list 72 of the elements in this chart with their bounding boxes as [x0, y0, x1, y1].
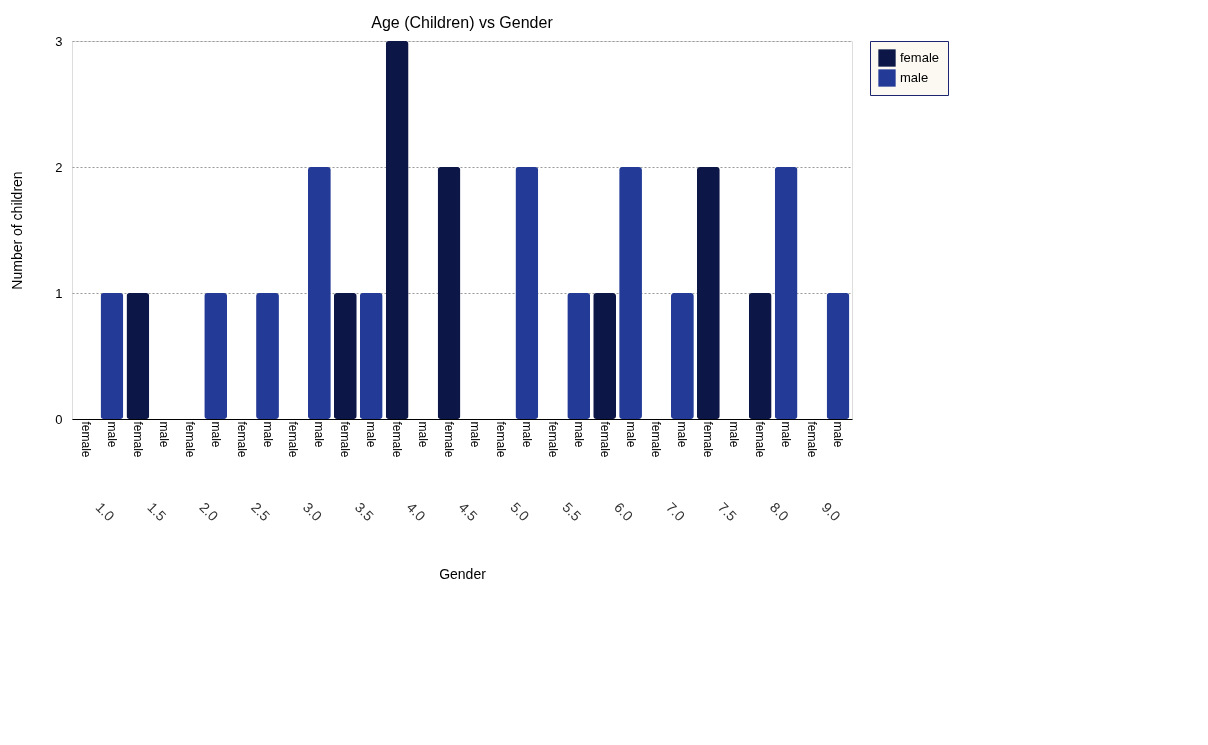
text: female: [597, 421, 612, 458]
text: female: [338, 421, 353, 458]
x-tick-label: 7.0: [663, 499, 689, 525]
text: female: [286, 421, 301, 458]
x-tick-label: 1.5: [144, 499, 170, 525]
bar: [385, 41, 409, 419]
text: female: [493, 421, 508, 458]
x-tick-label: 7.5: [714, 499, 741, 525]
text: female: [701, 421, 716, 458]
text: female: [805, 421, 820, 458]
x-tick-label: 4.0: [403, 499, 429, 525]
bar: [696, 167, 720, 419]
text: male: [156, 421, 171, 448]
bar: [593, 293, 617, 419]
text: female: [130, 421, 145, 458]
bar: [126, 293, 150, 419]
bar: [100, 293, 124, 419]
x-tick-label: 5.5: [559, 499, 585, 525]
y-tick-label: 2: [55, 159, 63, 175]
x-tick-label: 9.0: [818, 499, 844, 525]
text: male: [831, 421, 845, 448]
text: female: [79, 421, 93, 458]
text: male: [416, 421, 431, 448]
bar: [619, 167, 642, 419]
text: male: [208, 421, 223, 448]
text: female: [649, 421, 664, 458]
x-tick-label: 2.5: [248, 499, 274, 525]
bar: [307, 167, 331, 419]
text: male: [260, 421, 275, 448]
bar: [774, 167, 798, 419]
bar: [359, 293, 383, 419]
text: male: [519, 421, 534, 448]
text: male: [312, 421, 327, 448]
text: male: [623, 421, 638, 448]
text: male: [727, 421, 742, 448]
text: male: [104, 421, 119, 448]
x-tick-label: 6.0: [611, 499, 637, 525]
bar: [671, 293, 694, 419]
text: female: [234, 421, 249, 458]
x-tick-label: 3.0: [300, 499, 326, 525]
x-tick-label: 3.5: [351, 499, 378, 525]
text: female: [753, 421, 768, 458]
text: male: [675, 421, 690, 448]
bar: [333, 293, 357, 419]
text: female: [390, 421, 405, 458]
bar: [437, 167, 461, 419]
y-tick-label: 3: [55, 33, 63, 49]
text: male: [467, 421, 482, 448]
bar: [515, 167, 539, 419]
text: male: [571, 421, 586, 448]
text: male: [779, 421, 794, 448]
bar: [256, 293, 279, 419]
x-tick-label: 2.0: [196, 499, 222, 525]
bar: [748, 293, 772, 419]
bar: [826, 293, 850, 419]
legend-label: male: [900, 70, 929, 85]
y-tick-label: 0: [55, 411, 63, 427]
legend-label: female: [900, 50, 940, 65]
x-axis-title: Gender: [439, 565, 487, 582]
text: male: [364, 421, 379, 448]
bar: [567, 293, 591, 419]
chart-title: Age (Children) vs Gender: [371, 14, 554, 31]
x-tick-label: 1.0: [92, 499, 118, 525]
text: female: [442, 421, 457, 458]
y-axis-title: Number of children: [9, 171, 26, 290]
x-tick-label: 8.0: [766, 499, 792, 525]
x-tick-label: 4.5: [455, 499, 481, 525]
y-tick-label: 1: [55, 285, 63, 301]
bar: [204, 293, 228, 419]
x-tick-label: 5.0: [507, 499, 533, 525]
text: female: [182, 421, 197, 458]
text: female: [545, 421, 560, 458]
